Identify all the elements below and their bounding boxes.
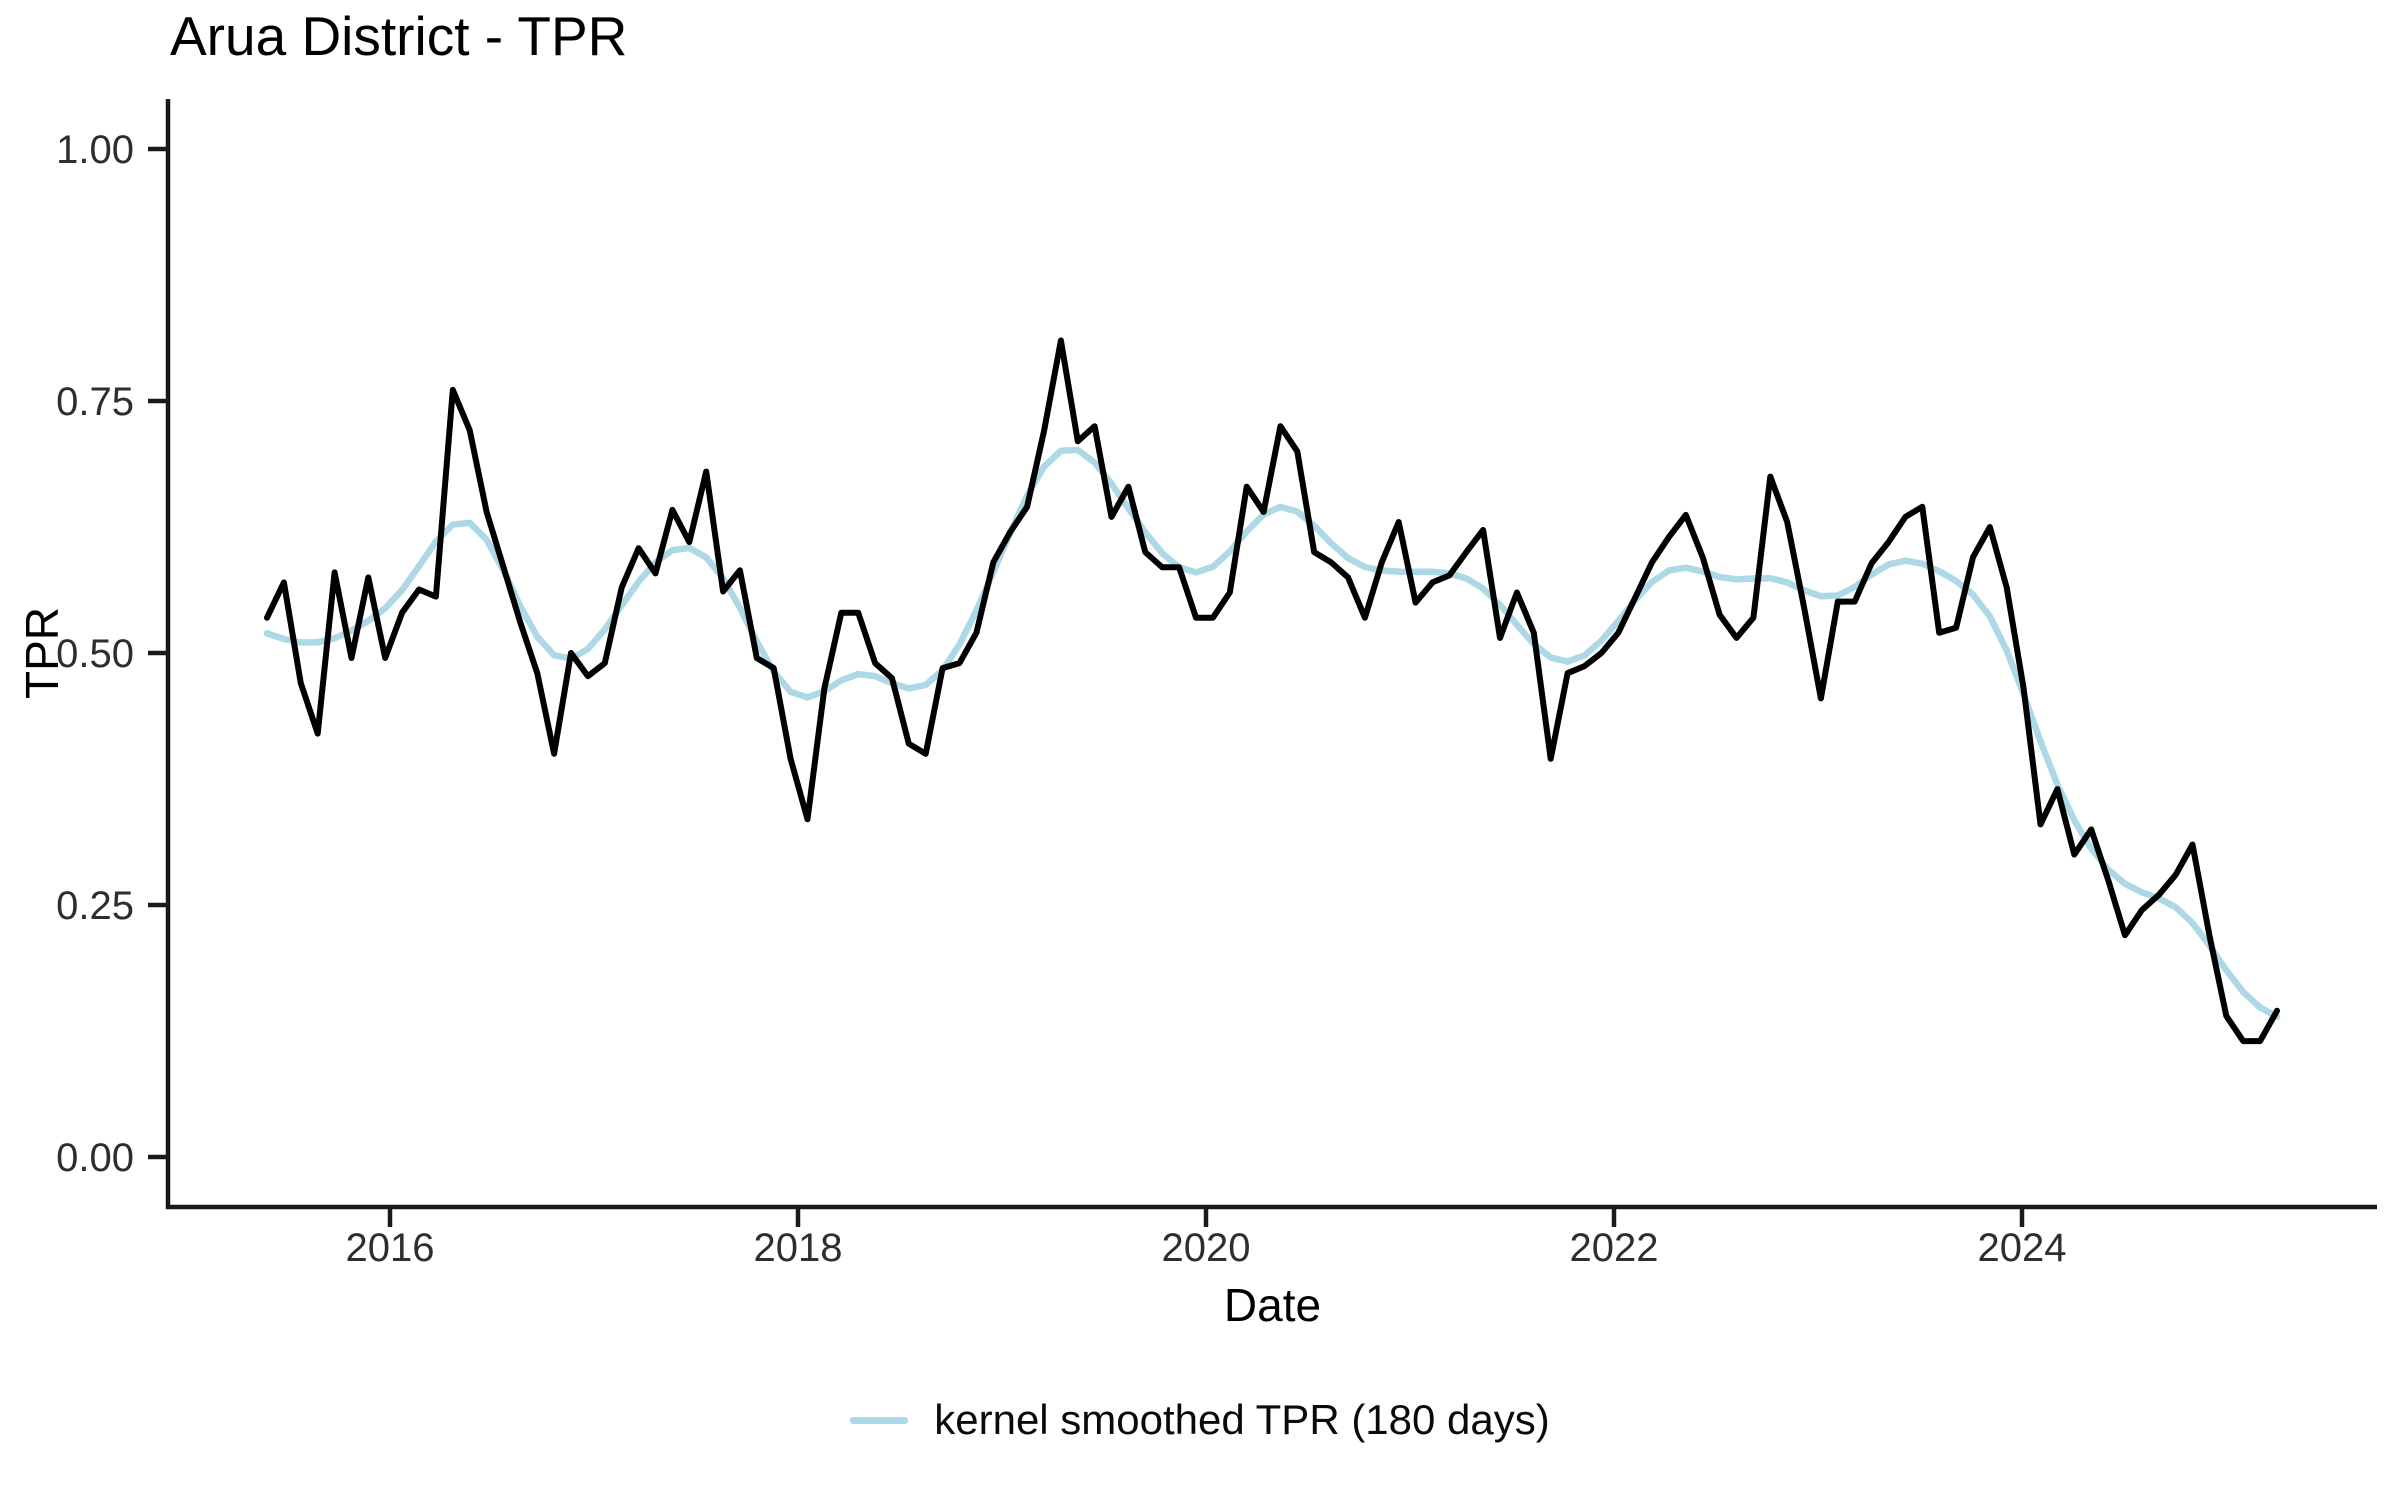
x-tick-label: 2018 (754, 1226, 843, 1270)
smoothed-line-legend-swatch (850, 1416, 909, 1424)
y-tick-label: 1.00 (56, 128, 134, 172)
data-series (263, 337, 2281, 1045)
kernel-smoothed-tpr-line (263, 446, 2281, 1020)
legend: kernel smoothed TPR (180 days) (0, 1396, 2400, 1444)
y-tick-label: 0.50 (56, 632, 134, 676)
axes: 0.00 0.25 0.50 0.75 1.00 2016 2018 2020 2022 2024 (56, 99, 2377, 1270)
smoothed-line-legend-label: kernel smoothed TPR (180 days) (934, 1396, 1550, 1443)
tpr-raw-line (264, 337, 2280, 1045)
chart-title: Arua District - TPR (170, 5, 628, 67)
y-tick-label: 0.75 (56, 380, 134, 424)
x-tick-label: 2022 (1570, 1226, 1659, 1270)
y-axis-title: TPR (16, 607, 68, 699)
y-tick-label: 0.25 (56, 884, 134, 928)
x-axis-title: Date (1223, 1279, 1322, 1331)
x-tick-label: 2024 (1978, 1226, 2067, 1270)
y-tick-label: 0.00 (56, 1136, 134, 1180)
x-tick-label: 2020 (1162, 1226, 1251, 1270)
x-tick-label: 2016 (346, 1226, 435, 1270)
